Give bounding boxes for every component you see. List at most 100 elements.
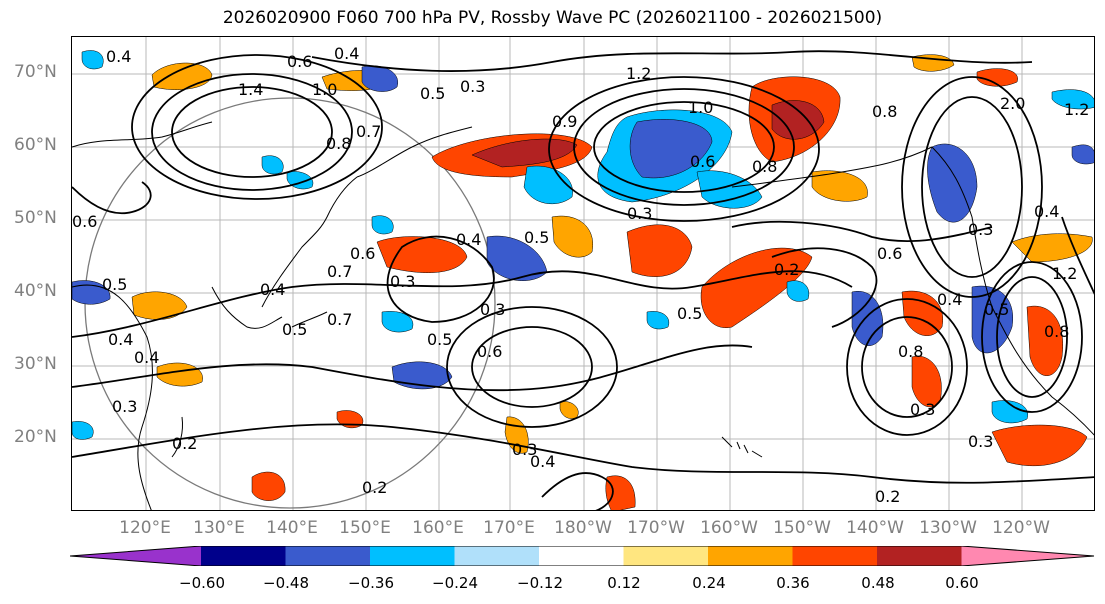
contour-label: 0.5	[984, 300, 1009, 319]
contour-label: 0.4	[937, 290, 962, 309]
lat-label-50n: 50°N	[14, 208, 57, 228]
lon-label-170e: 170°E	[483, 518, 535, 538]
contour-label: 0.4	[334, 44, 359, 63]
colorbar-cell	[877, 546, 962, 566]
colorbar-extend-min	[70, 546, 201, 566]
contour-label: 0.5	[524, 228, 549, 247]
colorbar-tick-label: 0.60	[945, 574, 979, 592]
plot-title: 2026020900 F060 700 hPa PV, Rossby Wave …	[222, 8, 883, 28]
colorbar-cell	[623, 546, 709, 566]
contour-label: 0.2	[774, 260, 799, 279]
contour-label: 0.4	[456, 230, 481, 249]
contour-label: 0.5	[102, 275, 127, 294]
colorbar-cell	[454, 546, 540, 566]
contour-label: 0.7	[327, 310, 352, 329]
contour-label: 0.3	[910, 400, 935, 419]
lon-label-180w: 180°W	[554, 518, 612, 538]
lat-label-20n: 20°N	[14, 427, 57, 447]
lat-label-60n: 60°N	[14, 135, 57, 155]
lon-label-150e: 150°E	[339, 518, 391, 538]
colorbar-cell	[792, 546, 878, 566]
negative-anomalies	[72, 50, 1094, 440]
contour-label: 0.3	[460, 77, 485, 96]
coastlines	[72, 121, 1094, 510]
contour-label: 0.4	[134, 348, 159, 367]
contour-label: 0.3	[968, 432, 993, 451]
contour-label: 0.5	[282, 320, 307, 339]
colorbar-extend-max	[961, 546, 1094, 566]
contour-label: 0.2	[172, 434, 197, 453]
contour-label: 0.8	[752, 157, 777, 176]
lat-label-40n: 40°N	[14, 281, 57, 301]
contour-label: 0.3	[480, 300, 505, 319]
colorbar-cells	[70, 546, 1095, 566]
contour-label: 0.6	[287, 52, 312, 71]
pv-contours	[72, 50, 1094, 510]
contour-label: 0.6	[72, 212, 97, 231]
contour-label: 0.4	[108, 330, 133, 349]
lon-label-150w: 150°W	[773, 518, 831, 538]
contour-label: 0.7	[356, 122, 381, 141]
contour-label: 0.2	[362, 478, 387, 497]
colorbar-tick-label: −0.24	[432, 574, 478, 592]
contour-label: 0.2	[875, 487, 900, 506]
map-panel[interactable]: 0.4 0.4 0.6 1.4 1.0 0.5 0.3 1.2 1.0 0.8 …	[71, 36, 1095, 511]
contour-label: 1.0	[688, 98, 713, 117]
contour-label: 1.2	[1064, 100, 1089, 119]
colorbar-cell	[539, 546, 624, 566]
contour-label: 0.6	[350, 244, 375, 263]
colorbar-tick-label: −0.60	[179, 574, 225, 592]
colorbar-tick-label: 0.24	[692, 574, 726, 592]
contour-label: 0.5	[427, 330, 452, 349]
contour-label: 0.6	[690, 152, 715, 171]
contour-label: 0.3	[512, 440, 537, 459]
contour-label: 1.4	[238, 80, 263, 99]
contour-label: 0.8	[872, 102, 897, 121]
contour-label: 0.3	[968, 220, 993, 239]
lat-label-70n: 70°N	[14, 62, 57, 82]
lon-label-140w: 140°W	[846, 518, 904, 538]
colorbar-tick-label: 0.12	[607, 574, 641, 592]
contour-label: 0.3	[390, 272, 415, 291]
colorbar-tick-label: −0.48	[263, 574, 309, 592]
contour-label: 0.3	[627, 204, 652, 223]
contour-label: 0.8	[326, 134, 351, 153]
colorbar-tick-label: 0.48	[861, 574, 895, 592]
colorbar-outline	[70, 546, 1095, 566]
colorbar-cell	[370, 546, 455, 566]
contour-label: 0.7	[327, 262, 352, 281]
contour-label: 0.5	[420, 84, 445, 103]
lon-label-160e: 160°E	[412, 518, 464, 538]
lat-label-30n: 30°N	[14, 354, 57, 374]
lon-label-160w: 160°W	[700, 518, 758, 538]
lon-label-170w: 170°W	[627, 518, 685, 538]
lon-label-120e: 120°E	[119, 518, 171, 538]
contour-label: 0.5	[677, 304, 702, 323]
contour-label: 2.0	[1000, 94, 1025, 113]
lon-label-140e: 140°E	[266, 518, 318, 538]
contour-label: 0.3	[112, 397, 137, 416]
contour-label: 0.6	[877, 244, 902, 263]
contour-label-group: 0.4 0.4 0.6 1.4 1.0 0.5 0.3 1.2 1.0 0.8 …	[72, 44, 1089, 506]
contour-label: 0.8	[898, 342, 923, 361]
colorbar-tick-label: −0.12	[517, 574, 563, 592]
contour-label: 0.4	[1034, 202, 1059, 221]
contour-label: 1.0	[312, 80, 337, 99]
lon-label-120w: 120°W	[992, 518, 1050, 538]
contour-label: 0.6	[477, 342, 502, 361]
contour-label: 0.9	[552, 112, 577, 131]
contour-label: 0.8	[1044, 322, 1069, 341]
colorbar-tick-label: 0.36	[776, 574, 810, 592]
contour-label: 0.4	[530, 452, 555, 471]
colorbar-cell	[285, 546, 371, 566]
colorbar	[70, 546, 1095, 566]
contour-label: 1.2	[626, 64, 651, 83]
contour-label: 0.4	[106, 47, 131, 66]
contour-label: 0.4	[260, 280, 285, 299]
colorbar-cell	[708, 546, 793, 566]
lon-label-130w: 130°W	[919, 518, 977, 538]
colorbar-tick-label: −0.36	[348, 574, 394, 592]
colorbar-cell	[201, 546, 286, 566]
lon-label-130e: 130°E	[193, 518, 245, 538]
contour-label: 1.2	[1052, 264, 1077, 283]
